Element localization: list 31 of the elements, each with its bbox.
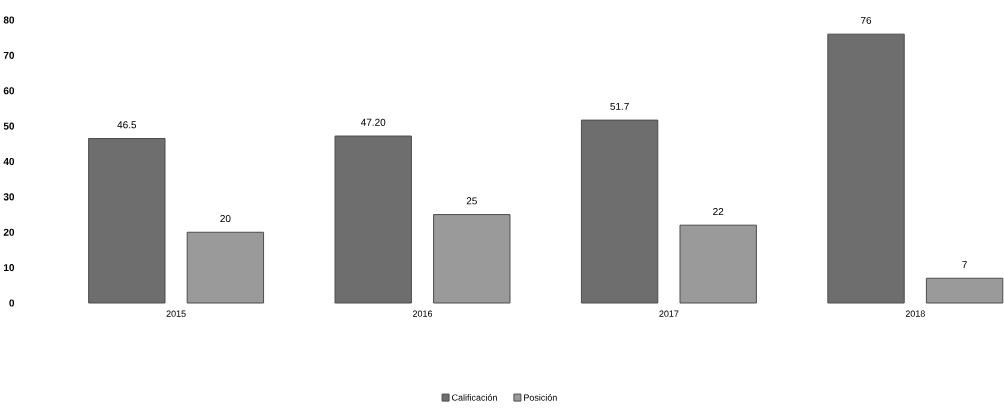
bar	[334, 135, 412, 304]
x-tick-label: 2017	[659, 310, 679, 317]
bar	[827, 33, 905, 304]
legend-label: Calificación	[452, 394, 497, 401]
y-tick-label: 40	[3, 157, 15, 166]
y-tick-label: 70	[3, 51, 15, 59]
bar	[679, 224, 757, 304]
bar	[88, 138, 166, 304]
y-tick-label: 10	[4, 264, 15, 272]
bar	[580, 119, 659, 304]
x-tick-label: 2016	[412, 310, 433, 317]
x-tick-label: 2018	[905, 310, 925, 317]
data-label: 47.20	[360, 118, 386, 126]
data-label: 20	[220, 215, 231, 223]
data-label: 25	[466, 197, 477, 205]
y-tick-label: 0	[9, 299, 15, 307]
y-tick-label: 80	[3, 16, 15, 24]
y-tick-label: 30	[3, 193, 15, 201]
data-label: 22	[713, 208, 724, 215]
data-label: 76	[861, 16, 872, 24]
bar	[925, 277, 1004, 304]
data-label: 51.7	[610, 102, 629, 110]
data-label: 7	[962, 261, 967, 269]
data-label: 46.5	[117, 121, 137, 129]
y-tick-label: 50	[3, 122, 15, 130]
bar	[186, 231, 265, 304]
y-tick-label: 20	[3, 228, 15, 236]
legend-label: Posición	[524, 394, 557, 401]
bar	[433, 214, 511, 304]
y-tick-label: 60	[3, 87, 15, 95]
x-tick-label: 2015	[166, 310, 186, 317]
